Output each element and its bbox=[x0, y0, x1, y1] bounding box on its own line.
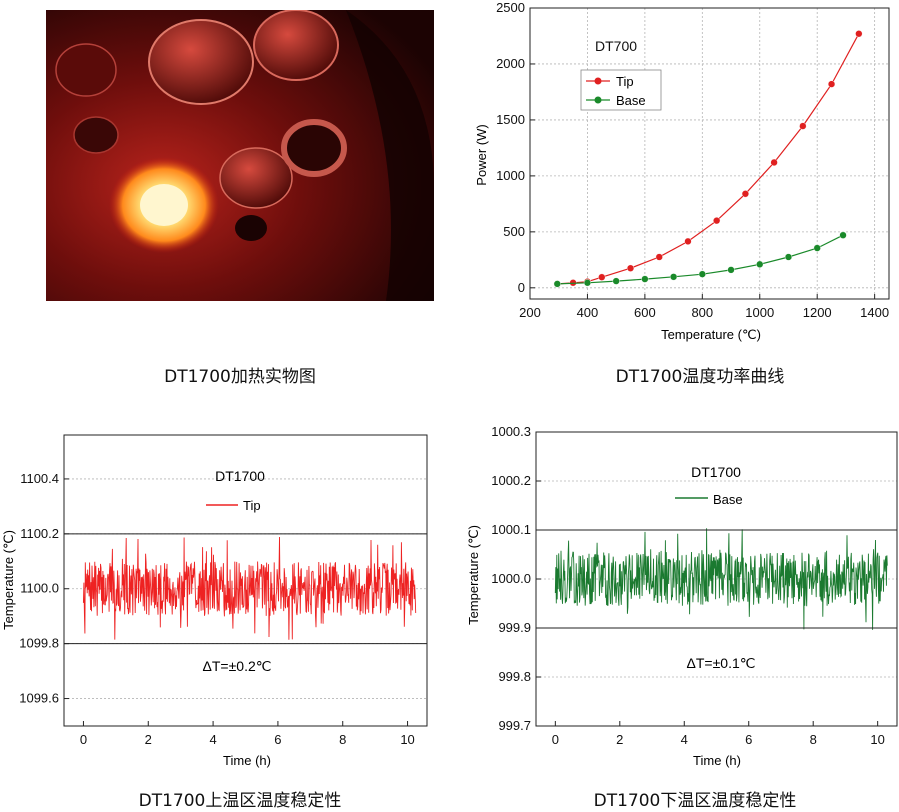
furnace-photo bbox=[46, 10, 434, 301]
power-xlabel: Temperature (℃) bbox=[661, 327, 761, 342]
power-ylabel: Power (W) bbox=[474, 124, 489, 185]
power-xtick-label: 400 bbox=[577, 305, 599, 320]
power-ytick-label: 2500 bbox=[496, 0, 525, 15]
photo-caption: DT1700加热实物图 bbox=[164, 367, 316, 387]
upper-xtick-label: 0 bbox=[80, 732, 87, 747]
power-ytick-label: 500 bbox=[503, 224, 525, 239]
power-ytick-label: 2000 bbox=[496, 56, 525, 71]
lower-xtick-label: 6 bbox=[745, 732, 752, 747]
lower-xtick-label: 8 bbox=[810, 732, 817, 747]
lower-chart: 999.7 999.8 999.9 1000.0 1000.1 1000.2 1000.3 0… bbox=[466, 424, 898, 768]
data-point-tip bbox=[598, 273, 606, 281]
lower-xtick-label: 10 bbox=[870, 732, 884, 747]
upper-chart: 1099.6 1099.8 1100.0 1100.2 1100.4 0 2 4 6 8 10 DT… bbox=[1, 434, 428, 768]
data-point-base bbox=[784, 253, 793, 261]
upper-axes: 1099.6 1099.8 1100.0 1100.2 1100.4 0 2 4 6 8 10 bbox=[19, 434, 428, 747]
upper-ytick-label: 1100.0 bbox=[20, 581, 59, 596]
power-xtick-label: 600 bbox=[634, 305, 656, 320]
power-xtick-label: 800 bbox=[691, 305, 713, 320]
power-xtick-label: 200 bbox=[519, 305, 541, 320]
lower-xtick-label: 0 bbox=[552, 732, 559, 747]
data-point-base bbox=[698, 270, 706, 278]
lower-ytick-label: 1000.0 bbox=[491, 571, 531, 586]
lower-caption: DT1700下温区温度稳定性 bbox=[593, 791, 797, 811]
data-point-base bbox=[839, 231, 847, 239]
legend-marker-tip bbox=[594, 77, 602, 85]
data-point-base bbox=[670, 273, 678, 281]
data-point-base bbox=[756, 260, 764, 268]
upper-ytick-label: 1100.2 bbox=[20, 526, 59, 541]
data-point-tip bbox=[655, 253, 663, 261]
lower-series bbox=[554, 528, 888, 630]
data-point-tip bbox=[713, 217, 721, 225]
legend-label-tip: Tip bbox=[616, 74, 634, 89]
power-caption: DT1700温度功率曲线 bbox=[615, 367, 785, 387]
power-frame bbox=[529, 7, 890, 300]
power-xtick-label: 1200 bbox=[803, 305, 832, 320]
data-point-base bbox=[727, 266, 735, 274]
power-legend: Tip Base bbox=[580, 69, 662, 111]
legend-marker-base bbox=[594, 96, 602, 104]
data-point-tip bbox=[855, 30, 863, 38]
upper-caption: DT1700上温区温度稳定性 bbox=[138, 791, 342, 811]
data-point-tip bbox=[799, 122, 807, 130]
series-line-tip bbox=[82, 536, 417, 640]
lower-annotation: ΔT=±0.1℃ bbox=[687, 655, 756, 671]
power-ytick-label: 1000 bbox=[496, 168, 525, 183]
data-point-tip bbox=[626, 264, 635, 272]
upper-xtick-label: 10 bbox=[400, 732, 414, 747]
power-grid bbox=[529, 7, 889, 299]
data-point-tip bbox=[770, 158, 778, 167]
lower-ytick-label: 1000.1 bbox=[491, 522, 531, 537]
upper-annotation: ΔT=±0.2℃ bbox=[203, 658, 272, 674]
data-point-base bbox=[553, 280, 561, 288]
data-point-tip bbox=[684, 237, 692, 245]
lower-xtick-label: 2 bbox=[616, 732, 623, 747]
lower-ytick-label: 999.9 bbox=[498, 620, 531, 635]
data-point-base bbox=[813, 244, 821, 252]
upper-ytick-label: 1100.4 bbox=[20, 471, 59, 486]
lower-ytick-label: 999.7 bbox=[498, 718, 531, 733]
lower-ytick-label: 1000.2 bbox=[491, 473, 531, 488]
power-ytick-label: 0 bbox=[518, 280, 525, 295]
power-ytick-label: 1500 bbox=[496, 112, 525, 127]
power-chart: 0 500 1000 1500 2000 2500 200 400 600 800 1000 1200… bbox=[474, 0, 890, 342]
upper-xtick-label: 8 bbox=[339, 732, 346, 747]
lower-axes: 999.7 999.8 999.9 1000.0 1000.1 1000.2 1000.3 0… bbox=[491, 424, 898, 747]
data-point-base bbox=[612, 277, 620, 285]
legend-label-tip-upper: Tip bbox=[243, 498, 261, 513]
lower-xlabel: Time (h) bbox=[693, 753, 741, 768]
upper-xtick-label: 4 bbox=[209, 732, 216, 747]
series-line-base bbox=[554, 528, 888, 630]
lower-ylabel: Temperature (℃) bbox=[466, 525, 481, 625]
data-point-tip bbox=[741, 190, 750, 198]
upper-xtick-label: 6 bbox=[274, 732, 281, 747]
lower-chart-title: DT1700 bbox=[691, 464, 741, 480]
upper-legend: Tip bbox=[206, 498, 261, 513]
upper-ylabel: Temperature (℃) bbox=[1, 530, 16, 630]
upper-xlabel: Time (h) bbox=[223, 753, 271, 768]
power-xtick-label: 1400 bbox=[860, 305, 889, 320]
lower-xtick-label: 4 bbox=[681, 732, 688, 747]
data-point-tip bbox=[827, 80, 836, 88]
power-axes: 0 500 1000 1500 2000 2500 200 400 600 800 1000 1200… bbox=[496, 0, 890, 320]
upper-chart-title: DT1700 bbox=[215, 468, 265, 484]
lower-ytick-label: 999.8 bbox=[498, 669, 531, 684]
upper-ytick-label: 1099.6 bbox=[19, 691, 59, 706]
data-point-base bbox=[583, 279, 592, 287]
data-point-base bbox=[641, 275, 649, 283]
upper-series bbox=[82, 536, 417, 640]
lower-legend: Base bbox=[675, 492, 743, 507]
power-series bbox=[553, 30, 863, 288]
power-xtick-label: 1000 bbox=[745, 305, 774, 320]
upper-xtick-label: 2 bbox=[145, 732, 152, 747]
upper-frame bbox=[63, 434, 428, 727]
legend-label-base-lower: Base bbox=[713, 492, 743, 507]
legend-label-base: Base bbox=[616, 93, 646, 108]
upper-ytick-label: 1099.8 bbox=[19, 636, 59, 651]
power-chart-title: DT700 bbox=[595, 38, 637, 54]
lower-ytick-label: 1000.3 bbox=[491, 424, 531, 439]
